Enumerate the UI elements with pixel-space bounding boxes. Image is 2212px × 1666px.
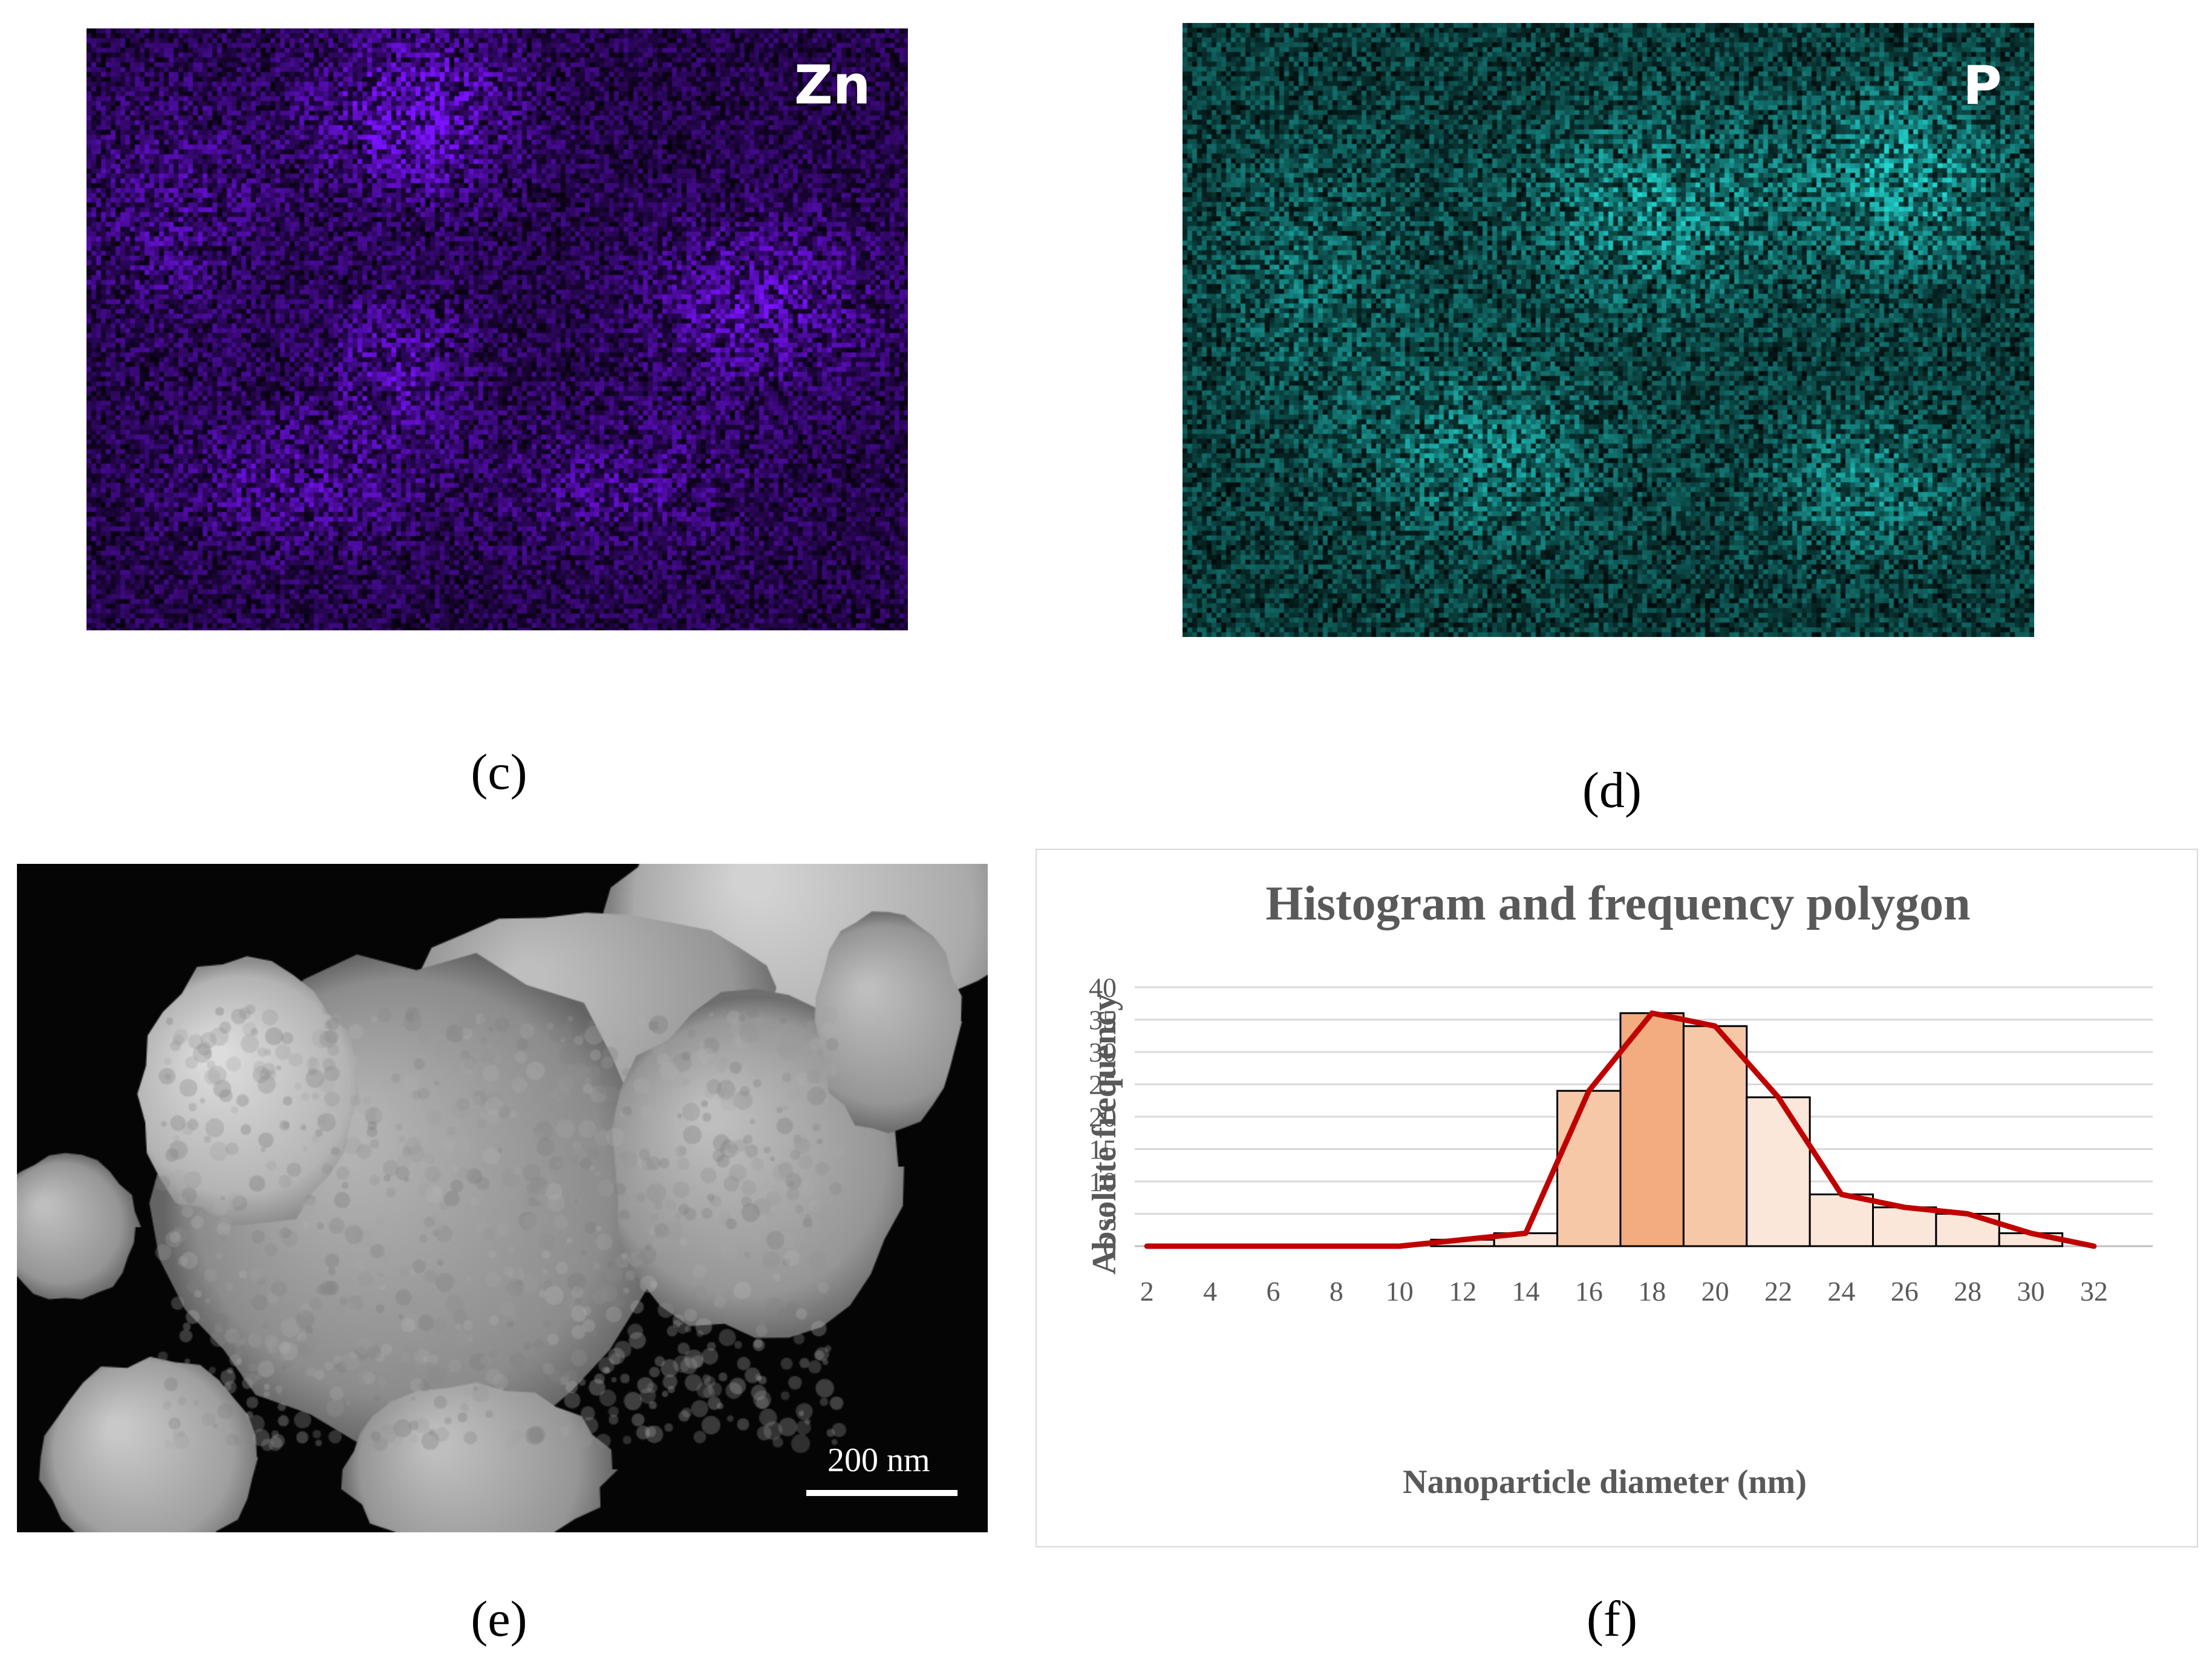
- y-tick-label: 20: [1089, 1102, 1117, 1132]
- x-tick-label: 6: [1266, 1276, 1280, 1307]
- caption-c: (c): [471, 744, 527, 800]
- y-tick-label: 40: [1089, 972, 1117, 1003]
- scale-bar: [806, 1490, 958, 1496]
- y-tick-label: 0: [1103, 1231, 1117, 1262]
- histogram-bar: [1682, 1025, 1748, 1247]
- x-tick-label: 20: [1701, 1276, 1729, 1307]
- sem-micrograph: 200 nm: [17, 864, 988, 1532]
- caption-f: (f): [1587, 1591, 1637, 1647]
- x-tick-label: 18: [1638, 1276, 1666, 1307]
- x-tick-label: 26: [1891, 1276, 1919, 1307]
- x-tick-label: 14: [1512, 1276, 1539, 1307]
- y-tick-label: 25: [1089, 1070, 1117, 1100]
- zn-eds-map: Zn: [86, 28, 908, 630]
- x-tick-label: 4: [1203, 1276, 1217, 1307]
- y-tick-label: 15: [1089, 1134, 1117, 1165]
- p-map-image: [1183, 23, 2034, 637]
- zn-element-label: Zn: [794, 54, 871, 116]
- x-tick-label: 24: [1827, 1276, 1855, 1307]
- histogram-chart: Histogram and frequency polygon 0 5 10 15 20…: [1036, 849, 2198, 1547]
- x-tick-label: 10: [1386, 1276, 1414, 1307]
- x-tick-label: 32: [2080, 1276, 2108, 1307]
- x-axis-label: Nanoparticle diameter (nm): [1403, 1463, 1807, 1501]
- histogram-bar: [1619, 1012, 1685, 1247]
- y-axis-label: Absolute frequency: [1086, 994, 1123, 1275]
- y-tick-label: 35: [1089, 1005, 1117, 1036]
- x-tick-label: 12: [1449, 1276, 1476, 1307]
- zn-map-image: [86, 28, 908, 630]
- frequency-polygon-line: [1144, 1010, 2097, 1249]
- x-tick-label: 8: [1329, 1276, 1343, 1307]
- y-tick-label: 30: [1089, 1037, 1117, 1068]
- x-tick-label: 28: [1954, 1276, 1982, 1307]
- x-tick-label: 2: [1140, 1276, 1154, 1307]
- caption-d: (d): [1582, 762, 1642, 818]
- histogram-bar: [1746, 1096, 1811, 1247]
- scale-bar-label: 200 nm: [827, 1442, 930, 1479]
- y-tick-label: 10: [1089, 1166, 1117, 1197]
- histogram-bar: [1809, 1193, 1874, 1247]
- chart-title: Histogram and frequency polygon: [1265, 877, 1970, 930]
- y-tick-label: 5: [1103, 1199, 1117, 1230]
- p-element-label: P: [1963, 54, 2002, 117]
- histogram-bar: [1556, 1089, 1622, 1247]
- x-tick-label: 22: [1764, 1276, 1792, 1307]
- x-tick-label: 30: [2017, 1276, 2044, 1307]
- x-tick-label: 16: [1575, 1276, 1603, 1307]
- histogram-bar: [1872, 1206, 1937, 1247]
- p-eds-map: P: [1183, 23, 2034, 637]
- caption-e: (e): [471, 1591, 527, 1647]
- chart-svg: Histogram and frequency polygon 05101520…: [1086, 877, 2153, 1501]
- sem-image: [17, 864, 988, 1532]
